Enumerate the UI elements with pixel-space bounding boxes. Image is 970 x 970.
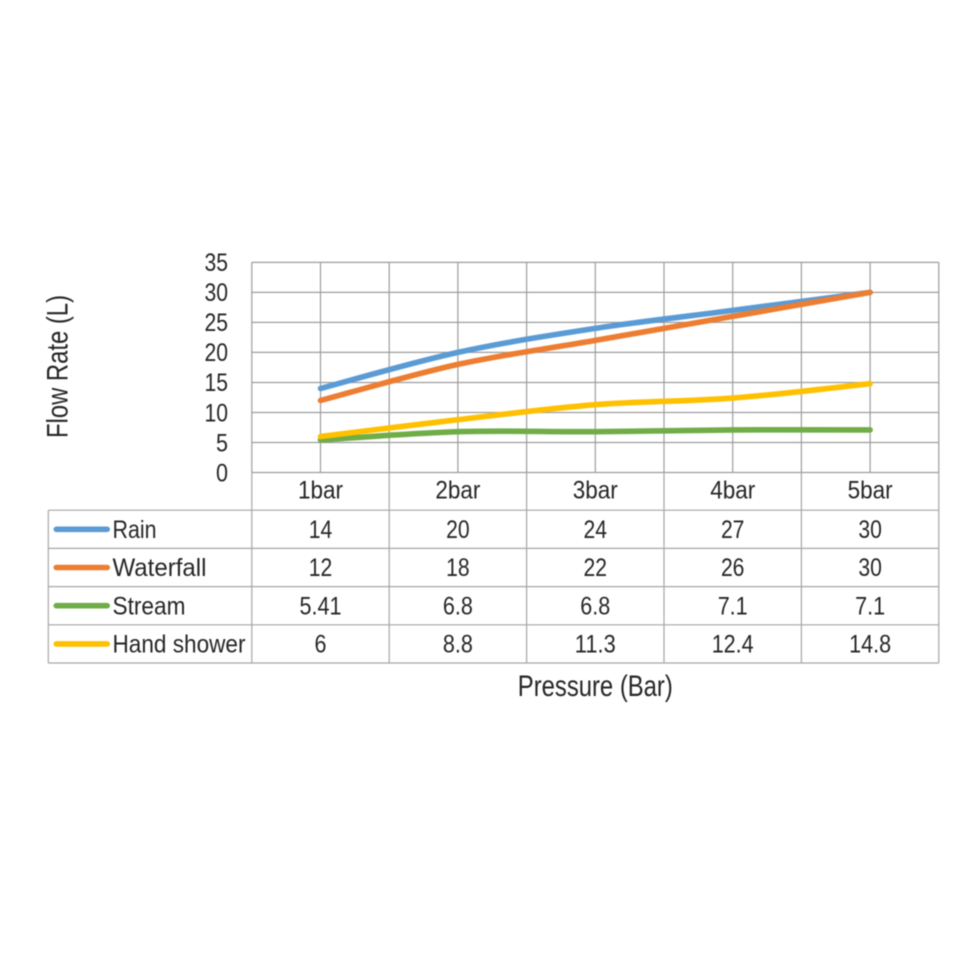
svg-text:30: 30 bbox=[858, 554, 882, 582]
svg-text:30: 30 bbox=[205, 279, 229, 307]
svg-text:26: 26 bbox=[721, 554, 745, 582]
svg-text:Stream: Stream bbox=[113, 592, 186, 620]
svg-text:12: 12 bbox=[309, 554, 333, 582]
svg-text:20: 20 bbox=[205, 339, 229, 367]
svg-text:18: 18 bbox=[446, 554, 470, 582]
svg-text:24: 24 bbox=[584, 516, 608, 544]
svg-text:14: 14 bbox=[309, 516, 333, 544]
svg-text:Rain: Rain bbox=[113, 516, 157, 544]
svg-text:5.41: 5.41 bbox=[300, 592, 342, 620]
svg-text:3bar: 3bar bbox=[573, 476, 618, 504]
svg-text:5: 5 bbox=[216, 429, 228, 457]
svg-text:15: 15 bbox=[205, 369, 229, 397]
svg-text:Waterfall: Waterfall bbox=[113, 554, 207, 582]
svg-text:30: 30 bbox=[858, 516, 882, 544]
svg-text:14.8: 14.8 bbox=[849, 631, 891, 659]
svg-text:0: 0 bbox=[216, 459, 228, 487]
svg-text:Pressure (Bar): Pressure (Bar) bbox=[518, 670, 673, 703]
svg-text:10: 10 bbox=[205, 399, 229, 427]
svg-text:35: 35 bbox=[205, 249, 229, 277]
svg-text:Flow Rate (L): Flow Rate (L) bbox=[42, 295, 75, 438]
svg-text:6: 6 bbox=[315, 631, 327, 659]
svg-text:20: 20 bbox=[446, 516, 470, 544]
svg-text:2bar: 2bar bbox=[435, 476, 480, 504]
svg-text:1bar: 1bar bbox=[298, 476, 343, 504]
svg-text:4bar: 4bar bbox=[710, 476, 755, 504]
svg-text:11.3: 11.3 bbox=[575, 631, 616, 659]
svg-text:8.8: 8.8 bbox=[443, 631, 473, 659]
svg-text:25: 25 bbox=[205, 309, 229, 337]
svg-text:6.8: 6.8 bbox=[443, 592, 473, 620]
svg-text:22: 22 bbox=[584, 554, 608, 582]
svg-text:7.1: 7.1 bbox=[855, 592, 885, 620]
svg-text:Hand shower: Hand shower bbox=[113, 631, 246, 659]
svg-text:5bar: 5bar bbox=[848, 476, 893, 504]
svg-text:12.4: 12.4 bbox=[712, 631, 754, 659]
svg-text:7.1: 7.1 bbox=[718, 592, 748, 620]
svg-text:27: 27 bbox=[721, 516, 745, 544]
svg-text:6.8: 6.8 bbox=[580, 592, 610, 620]
